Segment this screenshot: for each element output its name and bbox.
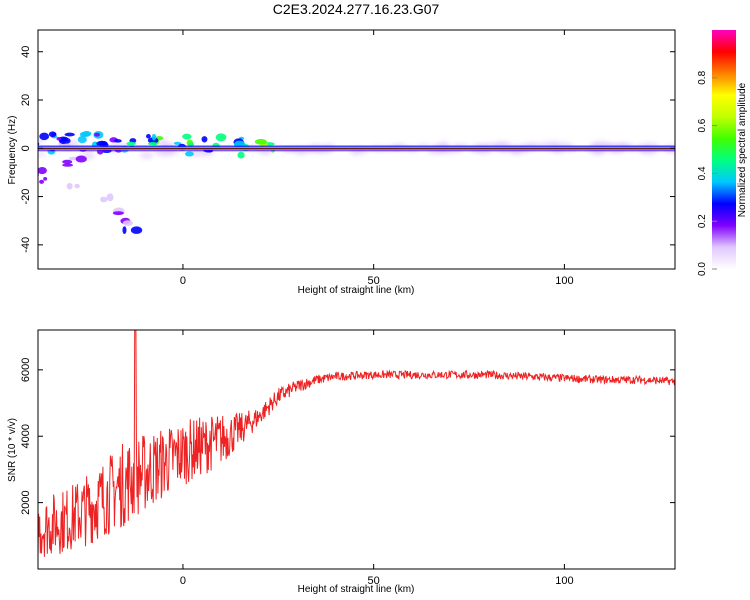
spectral-feature <box>112 211 124 216</box>
spectral-feature <box>114 139 122 143</box>
spectral-feature <box>126 141 136 146</box>
colorbar-tick-label: 0.6 <box>697 118 708 132</box>
spectral-feature <box>77 135 87 144</box>
colorbar-tick-label: 0.8 <box>697 70 708 84</box>
y-tick-label: 0 <box>20 145 32 151</box>
y-tick-label: 20 <box>20 94 32 106</box>
spectral-feature <box>173 141 182 145</box>
colorbar-bar <box>712 30 736 269</box>
spectral-haze-blob <box>139 151 154 160</box>
y-tick-label: 4000 <box>20 424 32 448</box>
spectral-feature <box>151 133 157 141</box>
colorbar-tick-label: 0.2 <box>697 214 708 228</box>
spectral-feature <box>122 220 133 227</box>
snr-xlabel: Height of straight line (km) <box>298 584 415 595</box>
spectral-feature <box>56 137 61 141</box>
x-tick-label: 50 <box>368 575 380 587</box>
spectral-feature <box>62 159 73 164</box>
x-tick-label: 0 <box>180 275 186 287</box>
spectral-feature <box>122 226 127 235</box>
x-tick-label: 100 <box>555 275 573 287</box>
spectral-haze-blob <box>38 152 47 157</box>
y-tick-label: 40 <box>20 46 32 58</box>
snr-frame <box>37 329 676 570</box>
spectral-haze-blob <box>83 152 95 157</box>
colorbar-label: Normalized spectral amplitude <box>737 82 748 217</box>
spectral-feature <box>100 196 108 203</box>
spectral-feature <box>43 177 48 181</box>
y-tick-label: -20 <box>20 189 32 205</box>
spectral-feature <box>64 132 75 137</box>
snr-marks <box>38 330 675 557</box>
spectral-feature <box>79 131 91 138</box>
snr-ylabel: SNR (10 * v/v) <box>7 418 18 482</box>
spectral-feature <box>68 156 78 161</box>
colorbar-tick-label: 0.4 <box>697 166 708 180</box>
spectral-feature <box>237 151 245 159</box>
spectrogram-panel: 0 50 100 -40 -20 0 20 40 Height of straight lin… <box>7 29 676 296</box>
spectral-feature <box>38 166 47 175</box>
x-tick-label: 50 <box>368 275 380 287</box>
spectral-feature <box>48 131 57 138</box>
spectral-feature <box>182 133 192 140</box>
spectrogram-axes: 0 50 100 -40 -20 0 20 40 <box>20 30 675 287</box>
spectral-feature <box>201 136 208 143</box>
spectral-feature <box>146 134 151 139</box>
spectrogram-frame <box>37 29 676 270</box>
chart-title: C2E3.2024.277.16.23.G07 <box>273 1 440 17</box>
spectrogram-xlabel: Height of straight line (km) <box>298 285 415 296</box>
y-tick-label: -40 <box>20 237 32 253</box>
y-tick-label: 2000 <box>20 490 32 514</box>
x-tick-label: 100 <box>555 575 573 587</box>
spectral-feature <box>184 151 194 157</box>
spectral-feature <box>74 183 80 189</box>
spectral-feature <box>215 133 227 142</box>
snr-axes: 0 50 100 2000 4000 6000 <box>20 330 675 587</box>
spectrogram-marks <box>38 130 675 235</box>
spectral-feature <box>62 163 74 167</box>
spectral-feature <box>39 132 50 141</box>
spectral-feature <box>58 137 71 145</box>
spectral-feature <box>130 226 143 234</box>
spectral-feature <box>254 138 267 145</box>
colorbar-ticks: 0.0 0.2 0.4 0.6 0.8 <box>697 70 717 276</box>
spectral-feature <box>94 132 100 137</box>
x-tick-label: 0 <box>180 575 186 587</box>
spectral-feature <box>39 179 45 184</box>
snr-panel: 0 50 100 2000 4000 6000 Height of straight li… <box>7 329 676 595</box>
colorbar-tick-label: 0.0 <box>697 262 708 276</box>
snr-series-line <box>38 330 675 557</box>
spectral-feature <box>75 155 87 163</box>
spectral-haze-blob <box>160 150 180 156</box>
spectral-feature <box>106 193 114 202</box>
y-tick-label: 6000 <box>20 358 32 382</box>
spectral-feature <box>66 182 73 190</box>
spectrogram-ylabel: Frequency (Hz) <box>7 116 18 185</box>
colorbar: 0.0 0.2 0.4 0.6 0.8 Normalized spectral ampl… <box>697 30 748 276</box>
spectral-feature <box>147 142 158 146</box>
